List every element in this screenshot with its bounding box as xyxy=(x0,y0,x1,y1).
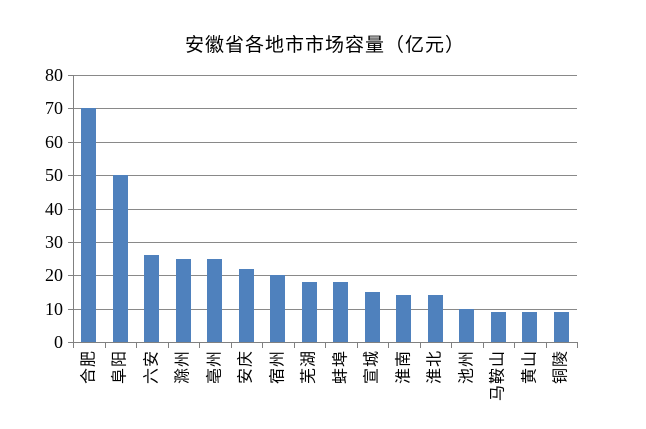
y-axis-label: 50 xyxy=(45,165,63,185)
y-axis-tick xyxy=(68,342,73,343)
x-axis-tick xyxy=(294,342,295,348)
y-axis-line xyxy=(73,75,74,342)
gridline xyxy=(73,242,577,243)
y-axis-label: 40 xyxy=(45,199,63,219)
x-axis-label: 池州 xyxy=(458,350,476,385)
x-axis-label: 黄山 xyxy=(521,350,539,385)
gridline xyxy=(73,309,577,310)
x-axis-tick xyxy=(105,342,106,348)
x-axis-tick xyxy=(514,342,515,348)
y-axis-label: 60 xyxy=(45,132,63,152)
gridline xyxy=(73,209,577,210)
x-axis-label: 合肥 xyxy=(80,350,98,385)
bar xyxy=(113,175,128,342)
x-axis-label: 阜阳 xyxy=(111,350,129,385)
y-axis-label: 80 xyxy=(45,65,63,85)
x-axis-label: 铜陵 xyxy=(552,350,570,385)
x-axis-tick xyxy=(546,342,547,348)
x-axis-tick xyxy=(136,342,137,348)
x-axis-tick xyxy=(451,342,452,348)
y-axis-tick xyxy=(68,242,73,243)
gridline xyxy=(73,108,577,109)
bar xyxy=(207,259,222,342)
y-axis-tick xyxy=(68,275,73,276)
y-axis-tick xyxy=(68,142,73,143)
bar xyxy=(333,282,348,342)
bar xyxy=(302,282,317,342)
y-axis-label: 0 xyxy=(54,332,63,352)
x-axis-label: 蚌埠 xyxy=(332,350,350,385)
x-axis-label: 安庆 xyxy=(237,350,255,385)
x-axis-label: 淮北 xyxy=(426,350,444,385)
y-axis-label: 30 xyxy=(45,232,63,252)
x-axis-tick xyxy=(199,342,200,348)
y-axis-tick xyxy=(68,309,73,310)
y-axis-tick xyxy=(68,209,73,210)
bar xyxy=(81,108,96,342)
x-axis-label: 六安 xyxy=(143,350,161,385)
gridline xyxy=(73,142,577,143)
bar xyxy=(554,312,569,342)
bar xyxy=(522,312,537,342)
x-axis-tick xyxy=(483,342,484,348)
bar xyxy=(270,275,285,342)
bar xyxy=(144,255,159,342)
bar xyxy=(176,259,191,342)
bar xyxy=(491,312,506,342)
bar xyxy=(365,292,380,342)
x-axis-label: 芜湖 xyxy=(300,350,318,385)
chart-title: 安徽省各地市市场容量（亿元） xyxy=(184,35,465,56)
bar xyxy=(396,295,411,342)
x-axis-tick xyxy=(357,342,358,348)
y-axis-tick xyxy=(68,175,73,176)
x-axis-tick xyxy=(73,342,74,348)
x-axis-tick xyxy=(262,342,263,348)
x-axis-label: 宣城 xyxy=(363,350,381,385)
x-axis-label: 宿州 xyxy=(269,350,287,385)
bar xyxy=(239,269,254,342)
y-axis-label: 70 xyxy=(45,98,63,118)
y-axis-tick xyxy=(68,108,73,109)
y-axis-label: 10 xyxy=(45,299,63,319)
x-axis-tick xyxy=(420,342,421,348)
x-axis-tick xyxy=(577,342,578,348)
x-axis-label: 淮南 xyxy=(395,350,413,385)
y-axis-label: 20 xyxy=(45,265,63,285)
x-axis-label: 马鞍山 xyxy=(489,350,507,402)
x-axis-tick xyxy=(231,342,232,348)
x-axis-tick xyxy=(168,342,169,348)
x-axis-tick xyxy=(388,342,389,348)
bar xyxy=(428,295,443,342)
gridline xyxy=(73,75,577,76)
gridline xyxy=(73,275,577,276)
x-axis-label: 亳州 xyxy=(206,350,224,385)
x-axis-label: 滁州 xyxy=(174,350,192,385)
x-axis-tick xyxy=(325,342,326,348)
y-axis-tick xyxy=(68,75,73,76)
bar xyxy=(459,309,474,342)
gridline xyxy=(73,175,577,176)
